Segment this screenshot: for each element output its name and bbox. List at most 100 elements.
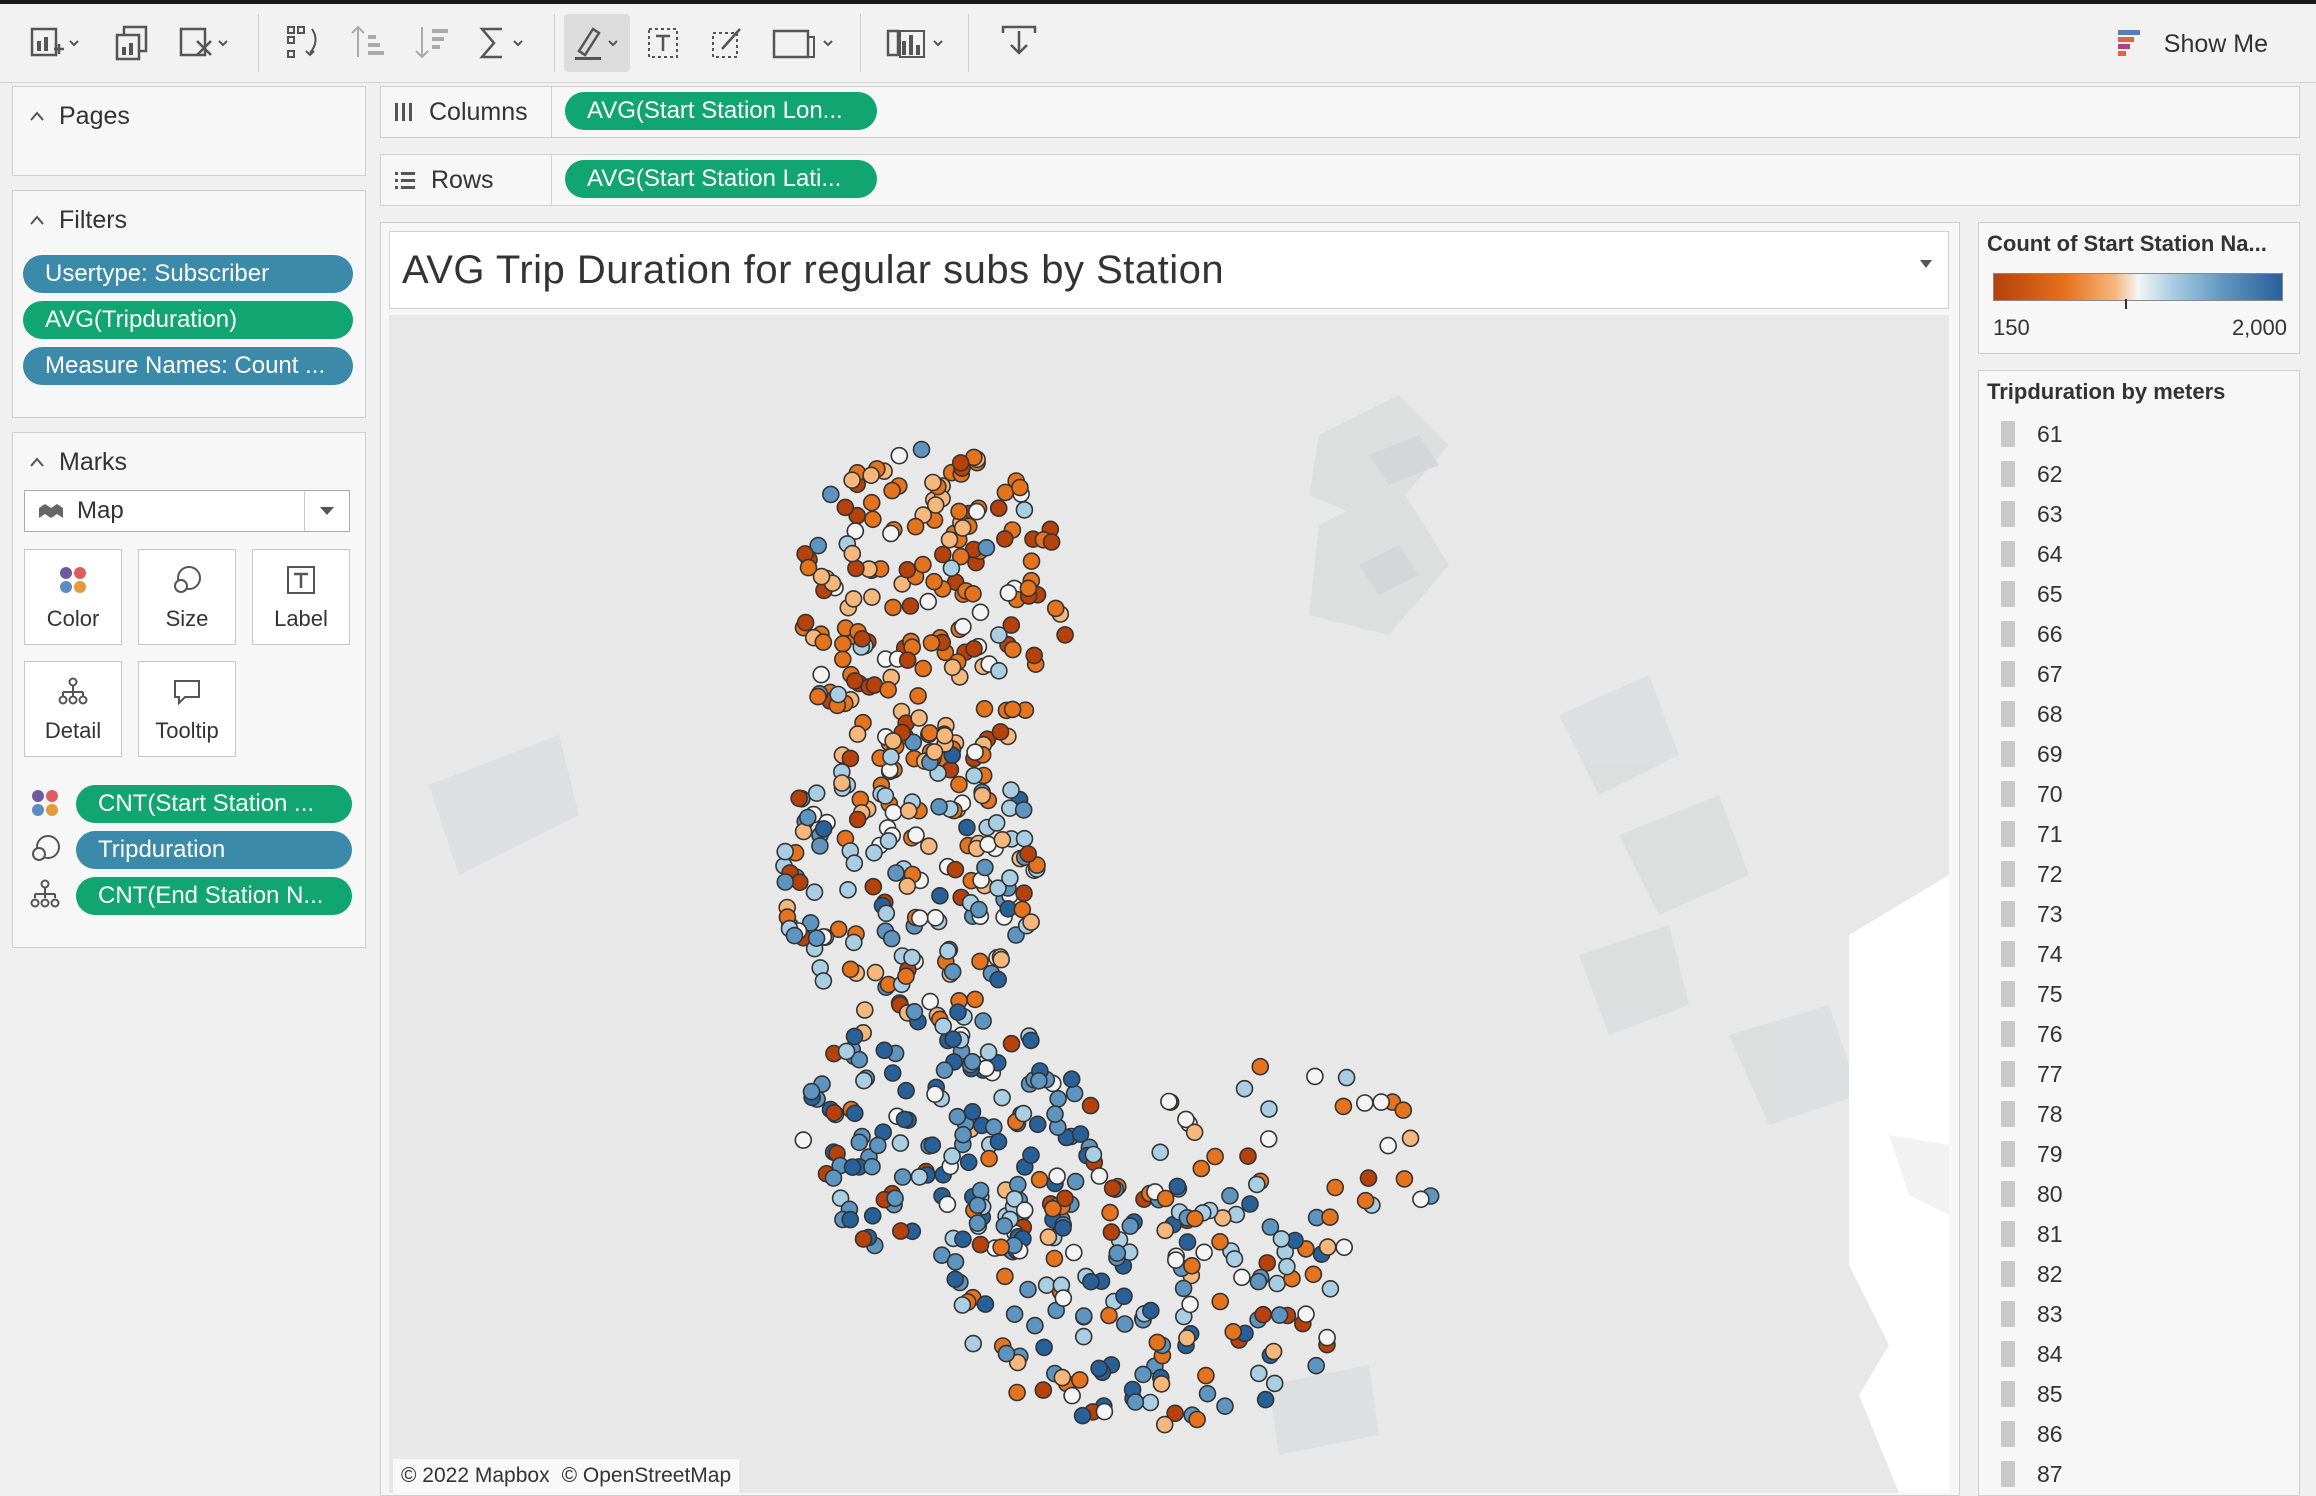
station-point[interactable] [963,1052,982,1071]
station-point[interactable] [1297,1305,1315,1324]
station-point[interactable] [1056,626,1074,644]
station-points-layer[interactable] [389,315,1949,1493]
station-point[interactable] [950,502,968,521]
station-point[interactable] [914,555,932,574]
sort-descending-button[interactable] [408,14,456,72]
station-point[interactable] [844,933,863,952]
station-point[interactable] [1265,1374,1284,1393]
station-point[interactable] [841,749,860,768]
station-point[interactable] [825,1103,843,1122]
station-point[interactable] [884,803,903,822]
station-point[interactable] [921,992,940,1011]
size-legend-item[interactable]: 85 [2001,1379,2063,1409]
size-legend-item[interactable]: 78 [2001,1099,2063,1129]
station-point[interactable] [1152,1375,1171,1393]
station-point[interactable] [919,837,938,856]
station-point[interactable] [1211,1232,1229,1251]
size-legend-item[interactable]: 69 [2001,739,2063,769]
station-point[interactable] [1181,1295,1199,1314]
station-point[interactable] [1224,1322,1243,1341]
station-point[interactable] [845,1027,864,1046]
station-point[interactable] [914,659,933,678]
station-point[interactable] [968,1214,987,1233]
station-point[interactable] [999,584,1018,602]
station-point[interactable] [976,1295,995,1313]
station-point[interactable] [1258,1254,1277,1272]
station-point[interactable] [1115,1315,1134,1333]
station-point[interactable] [890,446,909,465]
station-point[interactable] [846,672,864,690]
station-point[interactable] [1259,1130,1278,1148]
station-point[interactable] [926,908,945,927]
station-point[interactable] [884,732,902,750]
station-point[interactable] [1005,1190,1024,1208]
station-point[interactable] [1260,1100,1278,1118]
station-point[interactable] [944,1030,962,1049]
station-point[interactable] [1070,1371,1089,1389]
columns-shelf[interactable]: Columns AVG(Start Station Lon... [380,86,2300,138]
station-point[interactable] [1005,1305,1024,1324]
size-legend-item[interactable]: 73 [2001,899,2063,929]
station-point[interactable] [973,786,992,805]
station-point[interactable] [879,832,898,850]
station-point[interactable] [875,1041,894,1060]
station-point[interactable] [886,1189,904,1208]
station-point[interactable] [898,877,917,895]
station-point[interactable] [974,1012,992,1030]
station-point[interactable] [1155,1415,1174,1434]
station-point[interactable] [1065,1084,1084,1103]
marks-field-color[interactable]: CNT(Start Station ... [76,785,352,823]
station-point[interactable] [971,1235,990,1254]
station-point[interactable] [1019,1280,1037,1299]
station-point[interactable] [939,942,957,960]
station-point[interactable] [1185,1123,1204,1142]
station-point[interactable] [891,1222,910,1240]
station-point[interactable] [1394,1101,1413,1120]
station-point[interactable] [946,860,965,879]
totals-button[interactable] [470,14,534,72]
size-legend-item[interactable]: 84 [2001,1339,2063,1369]
station-point[interactable] [1225,1250,1244,1268]
station-point[interactable] [1056,1189,1074,1208]
station-point[interactable] [1256,1390,1275,1409]
station-point[interactable] [954,617,972,636]
station-point[interactable] [811,837,829,855]
station-point[interactable] [839,880,857,899]
station-point[interactable] [966,990,984,1009]
marks-detail-button[interactable]: Detail [24,661,122,757]
station-point[interactable] [996,1267,1014,1286]
station-point[interactable] [995,530,1014,548]
station-point[interactable] [809,536,828,555]
station-point[interactable] [1134,1365,1152,1384]
station-point[interactable] [971,1181,990,1200]
station-point[interactable] [1379,1136,1398,1155]
annotate-button[interactable] [704,14,752,72]
rows-shelf[interactable]: Rows AVG(Start Station Lati... [380,154,2300,206]
station-point[interactable] [877,904,896,923]
station-point[interactable] [1054,1289,1073,1307]
station-point[interactable] [1160,1092,1178,1111]
chevron-down-icon[interactable] [1918,258,1934,270]
station-point[interactable] [882,747,900,766]
station-point[interactable] [776,873,795,891]
station-point[interactable] [1039,1228,1058,1246]
station-point[interactable] [1335,1238,1354,1257]
rows-pill[interactable]: AVG(Start Station Lati... [565,160,877,198]
station-point[interactable] [1359,1169,1378,1187]
station-point[interactable] [844,590,863,608]
show-mark-labels-button[interactable] [640,14,688,72]
download-button[interactable] [994,14,1044,72]
station-point[interactable] [940,530,959,549]
station-point[interactable] [898,651,917,670]
station-point[interactable] [1198,1384,1217,1403]
size-legend-item[interactable]: 70 [2001,779,2063,809]
station-point[interactable] [1151,1143,1170,1162]
fit-button[interactable] [764,14,842,72]
station-point[interactable] [959,1153,978,1172]
station-point[interactable] [980,1149,998,1168]
station-point[interactable] [989,970,1008,989]
station-point[interactable] [1015,501,1034,519]
station-point[interactable] [1103,1179,1122,1198]
station-point[interactable] [1008,1175,1027,1194]
station-point[interactable] [993,830,1012,849]
